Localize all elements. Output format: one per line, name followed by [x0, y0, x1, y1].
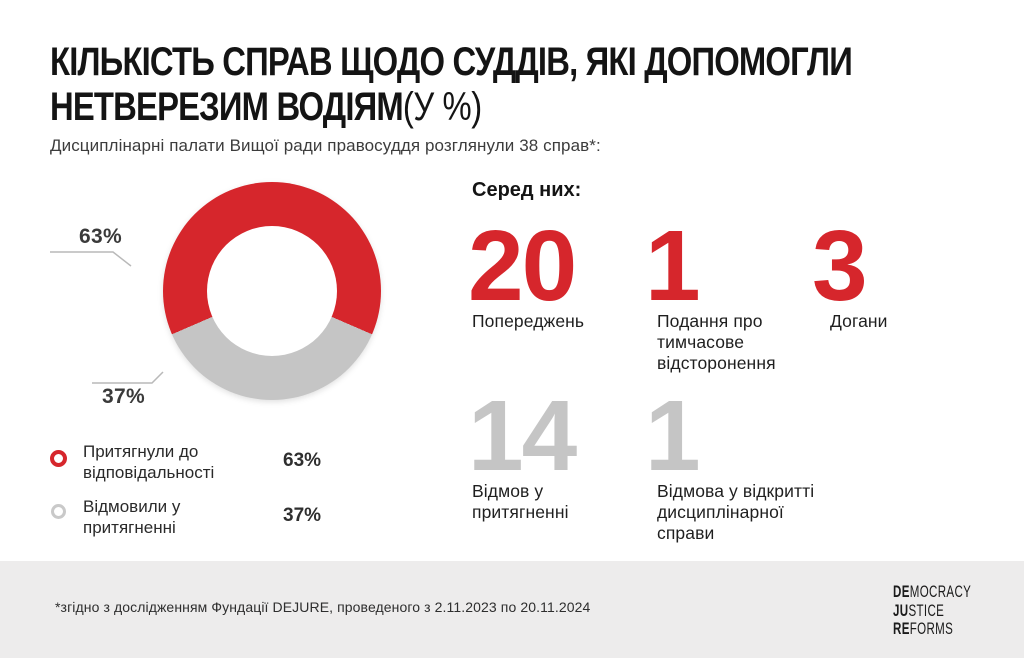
logo-reforms-rest: FORMS: [909, 619, 954, 638]
stat-number-refusals: 14: [468, 380, 577, 492]
legend-ring-gray-icon: [51, 504, 66, 519]
stat-label-warnings: Попереджень: [472, 311, 585, 331]
title-line2-bold: НЕТВЕРЕЗИМ ВОДІЯМ: [50, 85, 404, 129]
logo-reforms-bold: RE: [893, 619, 910, 638]
callout-37-percent: 37%: [102, 385, 145, 408]
logo-justice-bold: JU: [893, 600, 909, 620]
stat-label-reprimands: Догани: [830, 311, 888, 331]
title-line2: НЕТВЕРЕЗИМ ВОДІЯМ(У %): [50, 85, 985, 130]
stat-label-case-refusal: Відмова у відкритті дисциплінарної справ…: [657, 481, 815, 543]
logo-justice-rest: STICE: [908, 600, 945, 620]
source-footnote: *згідно з дослідженням Фундації DEJURE, …: [55, 599, 591, 615]
logo-line-reforms: REFORMS: [893, 619, 971, 639]
title-line1: КІЛЬКІСТЬ СПРАВ ЩОДО СУДДІВ, ЯКІ ДОПОМОГ…: [50, 40, 853, 84]
chart-subtitle: Дисциплінарні палати Вищої ради правосуд…: [50, 136, 601, 155]
leader-line-37: [92, 371, 164, 384]
legend-ring-red-icon: [50, 450, 67, 467]
footer-strip: *згідно з дослідженням Фундації DEJURE, …: [0, 561, 1024, 658]
callout-63-percent: 63%: [79, 225, 122, 248]
legend-value-refused: 37%: [283, 505, 322, 526]
stat-number-reprimands: 3: [812, 210, 868, 322]
page-title: КІЛЬКІСТЬ СПРАВ ЩОДО СУДДІВ, ЯКІ ДОПОМОГ…: [50, 40, 985, 130]
stat-number-warnings: 20: [468, 210, 577, 322]
stats-header: Серед них:: [472, 179, 582, 201]
donut-chart: [163, 182, 381, 400]
stat-number-case-refusal: 1: [645, 380, 701, 492]
donut-hole: [207, 226, 337, 356]
title-line2-light: (У %): [402, 85, 482, 129]
logo-line-democracy: DEMOCRACY: [893, 582, 972, 602]
legend-label-prosecuted: Притягнули до відповідальності: [83, 442, 215, 482]
stat-number-suspension-motion: 1: [645, 210, 701, 322]
leader-line-63: [50, 251, 132, 267]
legend-value-prosecuted: 63%: [283, 450, 322, 471]
logo-line-justice: JUSTICE: [893, 600, 971, 621]
stat-label-suspension-motion: Подання про тимчасове відсторонення: [657, 311, 776, 373]
stat-label-refusals: Відмов у притягненні: [472, 481, 569, 522]
logo-democracy-rest: MOCRACY: [909, 582, 972, 601]
legend-label-refused: Відмовили у притягненні: [83, 497, 181, 537]
dejure-logo: DEMOCRACY JUSTICE REFORMS: [893, 582, 972, 639]
logo-democracy-bold: DE: [893, 582, 910, 601]
